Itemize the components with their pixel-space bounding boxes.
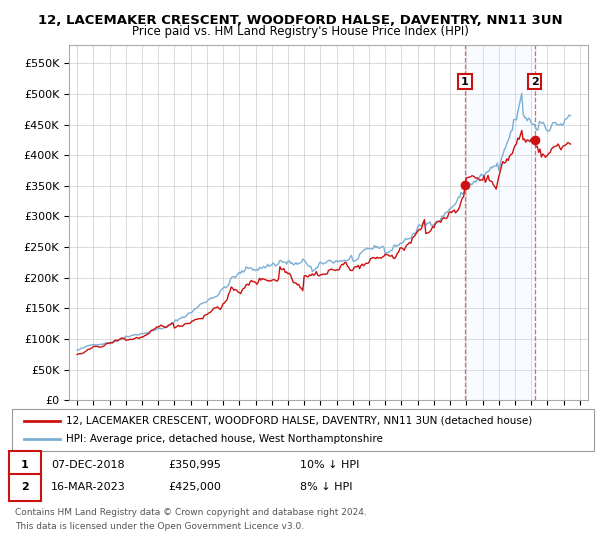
Text: 8% ↓ HPI: 8% ↓ HPI xyxy=(300,482,353,492)
Bar xyxy=(465,45,535,400)
Text: 12, LACEMAKER CRESCENT, WOODFORD HALSE, DAVENTRY, NN11 3UN (detached house): 12, LACEMAKER CRESCENT, WOODFORD HALSE, … xyxy=(66,416,532,426)
Text: 2: 2 xyxy=(531,77,539,87)
Text: 16-MAR-2023: 16-MAR-2023 xyxy=(51,482,126,492)
Text: 12, LACEMAKER CRESCENT, WOODFORD HALSE, DAVENTRY, NN11 3UN: 12, LACEMAKER CRESCENT, WOODFORD HALSE, … xyxy=(38,14,562,27)
Text: 2: 2 xyxy=(21,482,29,492)
Text: This data is licensed under the Open Government Licence v3.0.: This data is licensed under the Open Gov… xyxy=(15,522,304,531)
Text: Price paid vs. HM Land Registry's House Price Index (HPI): Price paid vs. HM Land Registry's House … xyxy=(131,25,469,38)
Text: 1: 1 xyxy=(21,460,29,470)
Text: £350,995: £350,995 xyxy=(168,460,221,470)
Text: 07-DEC-2018: 07-DEC-2018 xyxy=(51,460,125,470)
Text: Contains HM Land Registry data © Crown copyright and database right 2024.: Contains HM Land Registry data © Crown c… xyxy=(15,508,367,517)
Text: HPI: Average price, detached house, West Northamptonshire: HPI: Average price, detached house, West… xyxy=(66,434,383,444)
Text: £425,000: £425,000 xyxy=(168,482,221,492)
Text: 1: 1 xyxy=(461,77,469,87)
Text: 10% ↓ HPI: 10% ↓ HPI xyxy=(300,460,359,470)
